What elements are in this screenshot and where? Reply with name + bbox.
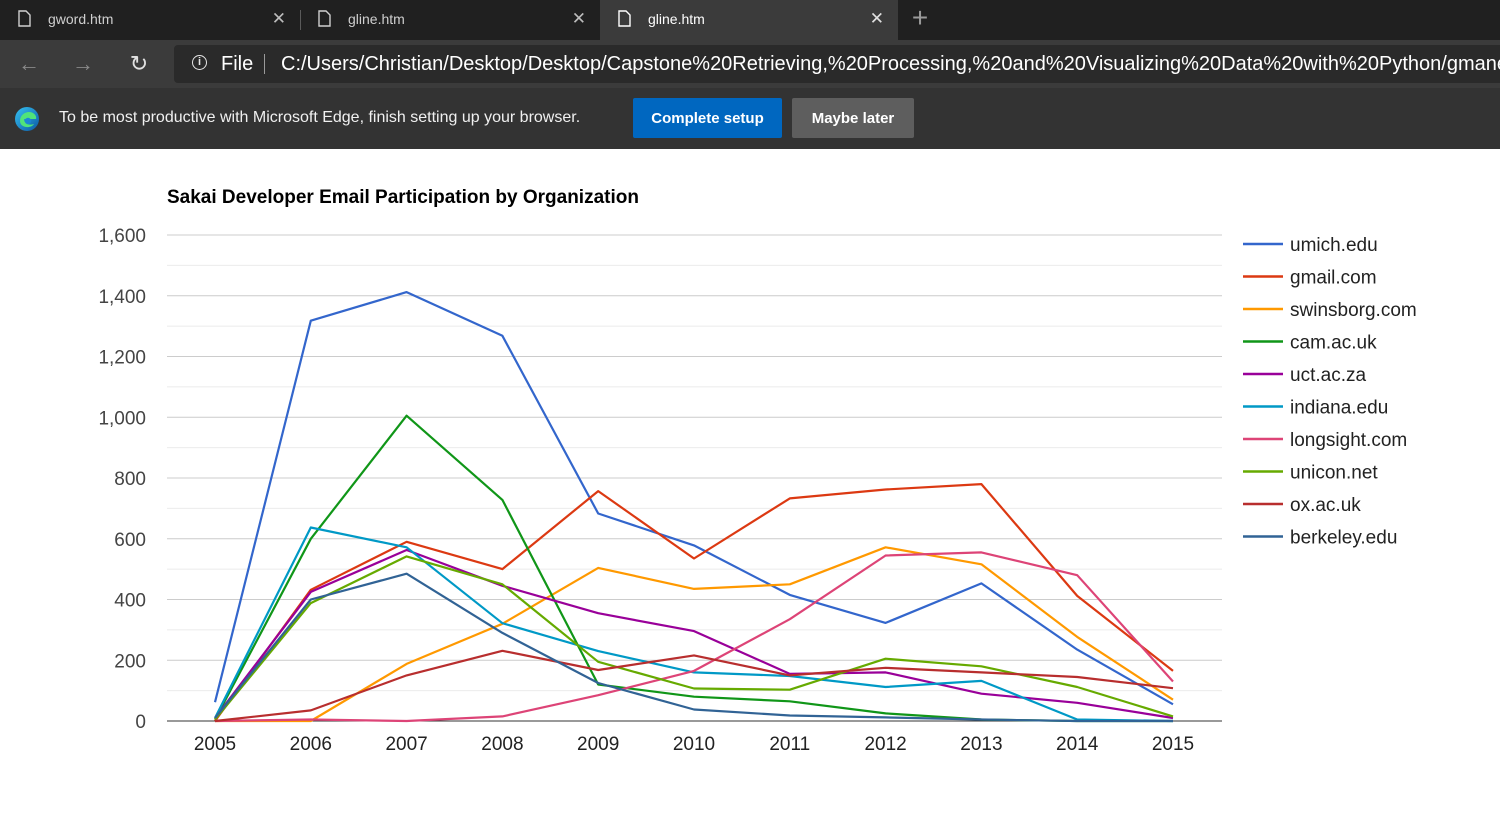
close-icon[interactable]: ✕: [571, 9, 586, 28]
tab-gline-active[interactable]: gline.htm ✕: [600, 0, 898, 40]
legend-label[interactable]: berkeley.edu: [1290, 528, 1397, 549]
address-bar[interactable]: i File C:/Users/Christian/Desktop/Deskto…: [174, 45, 1500, 83]
address-scheme: File: [221, 53, 254, 75]
document-icon: [318, 10, 331, 27]
y-tick-label: 1,200: [98, 348, 146, 369]
legend-label[interactable]: ox.ac.uk: [1290, 495, 1361, 516]
x-tick-label: 2010: [673, 734, 715, 755]
x-axis-ticks: 2005 2006 2007 2008 2009 2010 2011 2012 2013 2014…: [194, 734, 1194, 755]
x-tick-label: 2006: [290, 734, 332, 755]
series-line-uct-ac-za[interactable]: [214, 548, 1174, 720]
y-tick-label: 200: [114, 651, 146, 672]
address-url[interactable]: C:/Users/Christian/Desktop/Desktop/Capst…: [281, 53, 1500, 75]
series-line-umich-edu[interactable]: [213, 291, 1174, 706]
line-chart: Sakai Developer Email Participation by O…: [98, 187, 1417, 755]
x-tick-label: 2009: [577, 734, 619, 755]
x-tick-label: 2007: [385, 734, 427, 755]
tab-divider: [300, 10, 301, 30]
tab-title: gline.htm: [348, 11, 405, 27]
y-tick-label: 1,000: [98, 408, 146, 429]
y-axis-ticks: 0 200 400 600 800 1,000 1,200 1,400 1,600: [98, 226, 146, 733]
toolbar: ← → ↻ i File C:/Users/Christian/Desktop/…: [0, 40, 1500, 88]
legend-label[interactable]: umich.edu: [1290, 235, 1378, 256]
edge-logo-icon: [15, 107, 39, 131]
chart-title: Sakai Developer Email Participation by O…: [167, 187, 639, 208]
series-line-swinsborg-com[interactable]: [215, 546, 1174, 723]
series-line-berkeley-edu[interactable]: [214, 572, 1173, 723]
x-tick-label: 2012: [864, 734, 906, 755]
tab-gline[interactable]: gline.htm ✕: [300, 0, 600, 40]
y-tick-label: 1,600: [98, 226, 146, 247]
legend-label[interactable]: swinsborg.com: [1290, 300, 1417, 321]
series-line-gmail-com[interactable]: [214, 483, 1174, 722]
tab-strip: gword.htm ✕ gline.htm ✕ gline.htm ✕ +: [0, 0, 1500, 40]
x-tick-label: 2005: [194, 734, 236, 755]
address-divider: [264, 54, 265, 74]
legend-label[interactable]: longsight.com: [1290, 430, 1407, 451]
y-tick-label: 600: [114, 530, 146, 551]
legend-label[interactable]: indiana.edu: [1290, 398, 1388, 419]
chart-grid: [167, 234, 1222, 722]
x-tick-label: 2008: [481, 734, 523, 755]
legend-label[interactable]: uct.ac.za: [1290, 365, 1366, 386]
complete-setup-button[interactable]: Complete setup: [633, 98, 782, 138]
x-tick-label: 2014: [1056, 734, 1099, 755]
forward-arrow-icon[interactable]: →: [72, 51, 94, 76]
x-tick-label: 2011: [769, 734, 810, 755]
setup-infobar: To be most productive with Microsoft Edg…: [0, 88, 1500, 149]
legend-label[interactable]: cam.ac.uk: [1290, 333, 1377, 354]
y-tick-label: 400: [114, 591, 146, 612]
tab-title: gword.htm: [48, 11, 114, 27]
infobar-message: To be most productive with Microsoft Edg…: [59, 109, 581, 126]
plus-icon[interactable]: +: [911, 2, 929, 33]
legend-label[interactable]: gmail.com: [1290, 268, 1377, 289]
back-arrow-icon[interactable]: ←: [18, 51, 40, 76]
document-icon: [618, 10, 631, 27]
series-line-longsight-com[interactable]: [214, 551, 1174, 723]
series-line-indiana-edu[interactable]: [214, 526, 1174, 723]
x-tick-label: 2013: [960, 734, 1002, 755]
document-icon: [18, 10, 31, 27]
close-icon[interactable]: ✕: [869, 9, 884, 28]
y-tick-label: 1,400: [98, 287, 146, 308]
tab-gword[interactable]: gword.htm ✕: [0, 0, 300, 40]
legend: umich.edu gmail.com swinsborg.com cam.ac.uk…: [1243, 235, 1417, 549]
series-lines: [213, 291, 1174, 723]
y-tick-label: 800: [114, 469, 146, 490]
x-tick-label: 2015: [1152, 734, 1194, 755]
info-icon[interactable]: i: [192, 55, 207, 70]
legend-label[interactable]: unicon.net: [1290, 463, 1378, 484]
close-icon[interactable]: ✕: [271, 9, 286, 28]
y-tick-label: 0: [135, 712, 146, 733]
series-line-ox-ac-uk[interactable]: [214, 649, 1174, 723]
maybe-later-button[interactable]: Maybe later: [792, 98, 914, 138]
series-line-unicon-net[interactable]: [214, 555, 1174, 721]
tab-title: gline.htm: [648, 11, 705, 27]
refresh-icon[interactable]: ↻: [129, 51, 149, 76]
